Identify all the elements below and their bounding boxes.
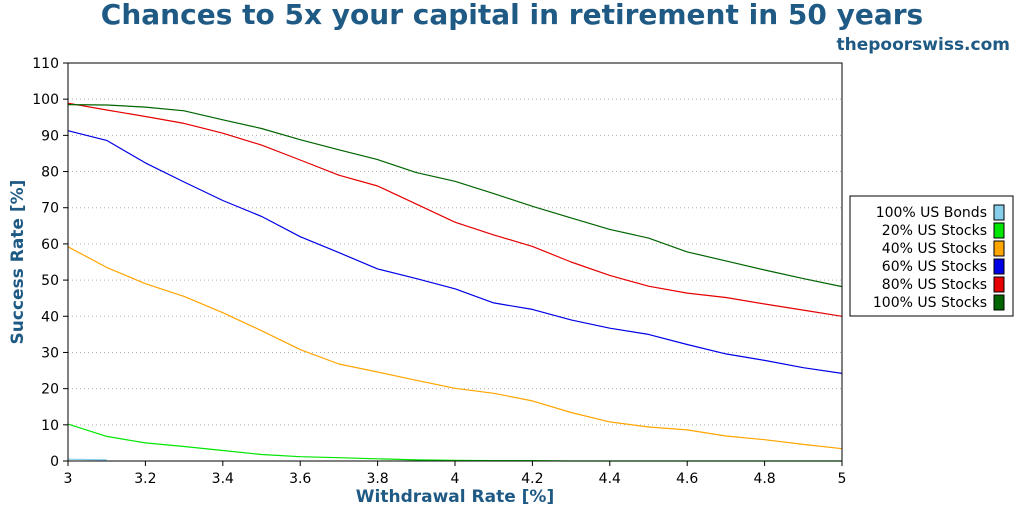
y-tick-label: 110 — [32, 56, 59, 72]
legend-label: 100% US Stocks — [873, 295, 987, 311]
chart-title: Chances to 5x your capital in retirement… — [100, 0, 924, 31]
x-tick-label: 4.2 — [521, 471, 543, 487]
x-tick-label: 3.2 — [134, 471, 156, 487]
x-axis-label: Withdrawal Rate [%] — [356, 487, 554, 507]
legend: 100% US Bonds 20% US Stocks 40% US Stocks 6… — [849, 195, 1014, 317]
legend-swatch — [993, 222, 1005, 239]
series-line-100-us-stocks — [67, 104, 843, 288]
y-tick-label: 20 — [41, 382, 59, 398]
y-axis-label: Success Rate [%] — [8, 180, 28, 345]
legend-label: 40% US Stocks — [882, 241, 987, 257]
gridlines — [68, 62, 842, 426]
x-tick-label: 4.6 — [676, 471, 698, 487]
legend-swatch — [993, 240, 1005, 257]
x-tick-label: 3.8 — [366, 471, 388, 487]
y-tick-label: 100 — [32, 92, 59, 108]
series-line-60-us-stocks — [67, 130, 843, 374]
y-tick-label: 70 — [41, 201, 59, 217]
y-tick-label: 0 — [50, 454, 59, 470]
x-tick-label: 3.6 — [289, 471, 311, 487]
y-tick-label: 80 — [41, 165, 59, 181]
legend-label: 80% US Stocks — [882, 277, 987, 293]
y-tick-label: 90 — [41, 128, 59, 144]
y-tick-label: 40 — [41, 309, 59, 325]
plot-frame — [67, 62, 843, 462]
series-line-20-us-stocks — [67, 423, 842, 462]
y-tick-label: 10 — [41, 418, 59, 434]
legend-swatch — [993, 258, 1005, 275]
x-tick-label: 3.4 — [212, 471, 234, 487]
y-tick-label: 50 — [41, 273, 59, 289]
legend-swatch — [993, 294, 1005, 311]
series-line-40-us-stocks — [67, 246, 843, 450]
series-lines — [67, 102, 843, 462]
x-tick-label: 4.8 — [753, 471, 775, 487]
x-tick-label: 5 — [838, 471, 847, 487]
legend-label: 100% US Bonds — [876, 205, 987, 221]
x-tick-label: 4.4 — [599, 471, 621, 487]
y-axis-ticks: 0 10 20 30 40 50 60 70 80 90 100 110 — [32, 56, 68, 470]
x-tick-label: 3 — [64, 471, 73, 487]
legend-label: 20% US Stocks — [882, 223, 987, 239]
x-tick-label: 4 — [451, 471, 460, 487]
y-tick-label: 60 — [41, 237, 59, 253]
legend-swatch — [993, 204, 1005, 221]
series-line-80-us-stocks — [67, 102, 843, 317]
series-line-100-us-bonds — [67, 458, 107, 461]
legend-swatch — [993, 276, 1005, 293]
axes — [67, 62, 843, 462]
y-tick-label: 30 — [41, 345, 59, 361]
legend-frame — [849, 195, 1014, 317]
brand-label: thepoorswiss.com — [836, 35, 1011, 55]
legend-label: 60% US Stocks — [882, 259, 987, 275]
x-axis-ticks: 3 3.2 3.4 3.6 3.8 4 4.2 4.4 4.6 4.8 5 — [64, 461, 847, 487]
